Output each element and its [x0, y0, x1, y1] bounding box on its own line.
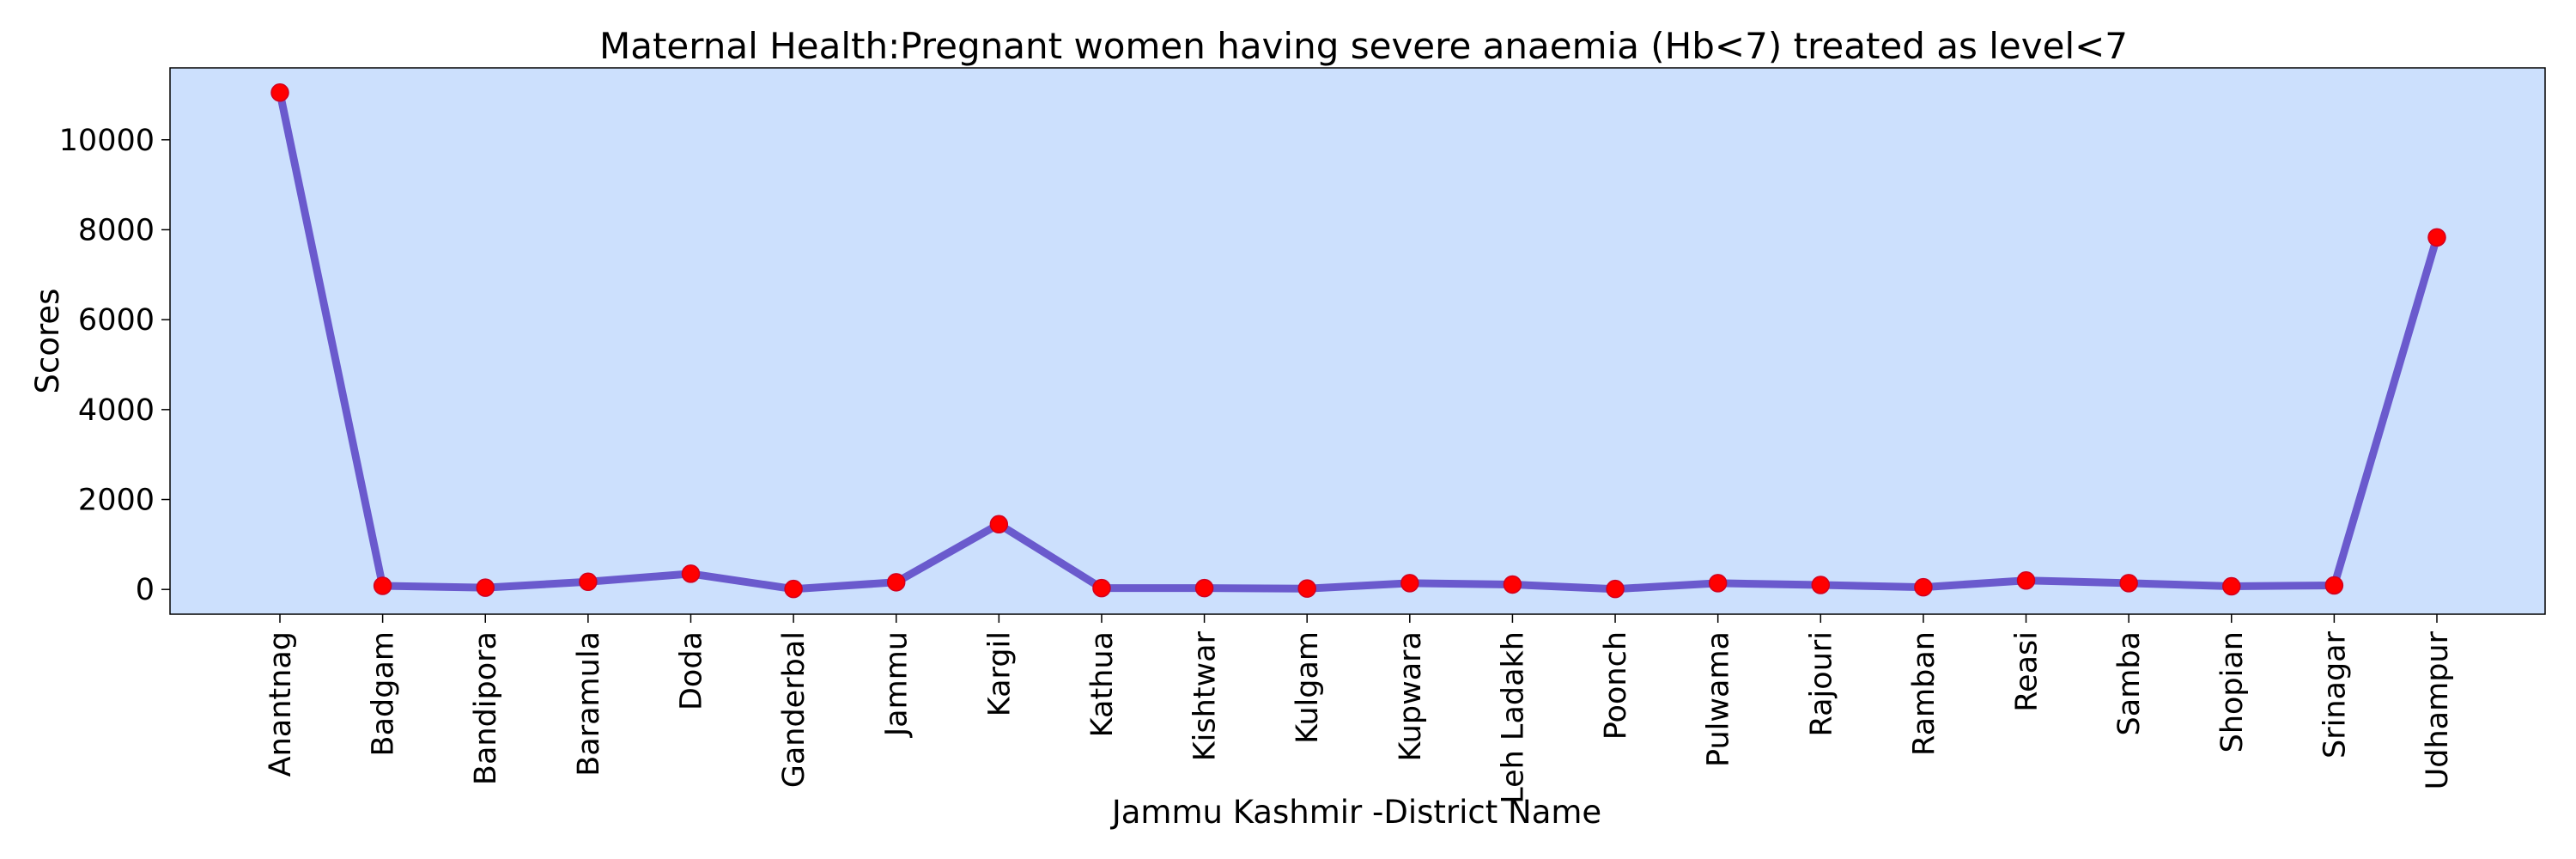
- series-line: [276, 88, 2441, 594]
- data-point: [1194, 578, 1214, 598]
- x-tick-label: Kishtwar: [1188, 631, 1223, 761]
- data-point: [2119, 574, 2138, 593]
- data-point: [2222, 576, 2241, 596]
- data-point: [2324, 576, 2344, 595]
- x-tick-label: Pulwama: [1702, 631, 1736, 767]
- x-tick-label: Samba: [2112, 631, 2147, 735]
- x-tick-label: Udhampur: [2421, 631, 2455, 789]
- x-tick-label: Kulgam: [1291, 631, 1325, 744]
- x-tick-label: Jammu: [880, 631, 914, 738]
- x-axis: Anantnag Badgam Bandipora Baramula Doda Gande…: [264, 614, 2455, 804]
- x-tick-label: Kupwara: [1394, 631, 1428, 762]
- x-tick-label: Kargil: [982, 631, 1017, 716]
- data-point: [1400, 574, 1419, 593]
- data-point: [886, 573, 906, 592]
- data-point: [2016, 570, 2036, 590]
- x-tick-label: Shopian: [2215, 631, 2250, 752]
- y-tick-label: 8000: [78, 213, 155, 247]
- data-point: [1297, 579, 1316, 598]
- data-point: [270, 83, 289, 102]
- x-tick-label: Ganderbal: [777, 631, 811, 788]
- x-tick-label: Anantnag: [264, 631, 298, 777]
- y-tick-label: 2000: [78, 484, 155, 518]
- marker-layer: [270, 83, 2446, 599]
- data-point: [373, 576, 392, 595]
- data-point: [1811, 576, 1831, 594]
- x-tick-label: Reasi: [2010, 631, 2044, 712]
- data-point: [2427, 228, 2446, 247]
- data-point: [476, 578, 495, 597]
- y-tick-label: 4000: [78, 393, 155, 428]
- data-point: [989, 515, 1009, 534]
- chart-title: Maternal Health:Pregnant women having se…: [599, 25, 2128, 67]
- data-point: [681, 564, 701, 583]
- x-axis-label: Jammu Kashmir -District Name: [1110, 794, 1601, 831]
- x-tick-label: Leh Ladakh: [1496, 631, 1530, 804]
- y-tick-label: 0: [136, 573, 155, 607]
- x-tick-label: Srinagar: [2318, 631, 2352, 758]
- x-tick-label: Kathua: [1085, 631, 1120, 737]
- x-tick-label: Bandipora: [469, 631, 503, 785]
- data-point: [1092, 578, 1111, 598]
- data-point: [579, 572, 598, 592]
- data-point: [1606, 579, 1625, 599]
- plot-area: [169, 67, 2546, 615]
- data-point: [784, 579, 803, 599]
- data-point: [1503, 575, 1522, 594]
- data-point: [1914, 577, 1933, 597]
- y-axis-label: Scores: [29, 289, 66, 394]
- x-tick-label: Ramban: [1907, 631, 1941, 756]
- x-tick-label: Poonch: [1599, 631, 1633, 740]
- series-layer: [276, 88, 2441, 594]
- x-tick-label: Baramula: [572, 631, 606, 777]
- x-tick-label: Badgam: [367, 631, 401, 756]
- y-tick-label: 6000: [78, 303, 155, 338]
- x-tick-label: Rajouri: [1804, 631, 1838, 736]
- y-axis: 0 2000 4000 6000 8000 10000: [59, 124, 170, 607]
- x-tick-label: Doda: [674, 631, 708, 710]
- data-point: [1708, 574, 1728, 593]
- y-tick-label: 10000: [59, 124, 155, 158]
